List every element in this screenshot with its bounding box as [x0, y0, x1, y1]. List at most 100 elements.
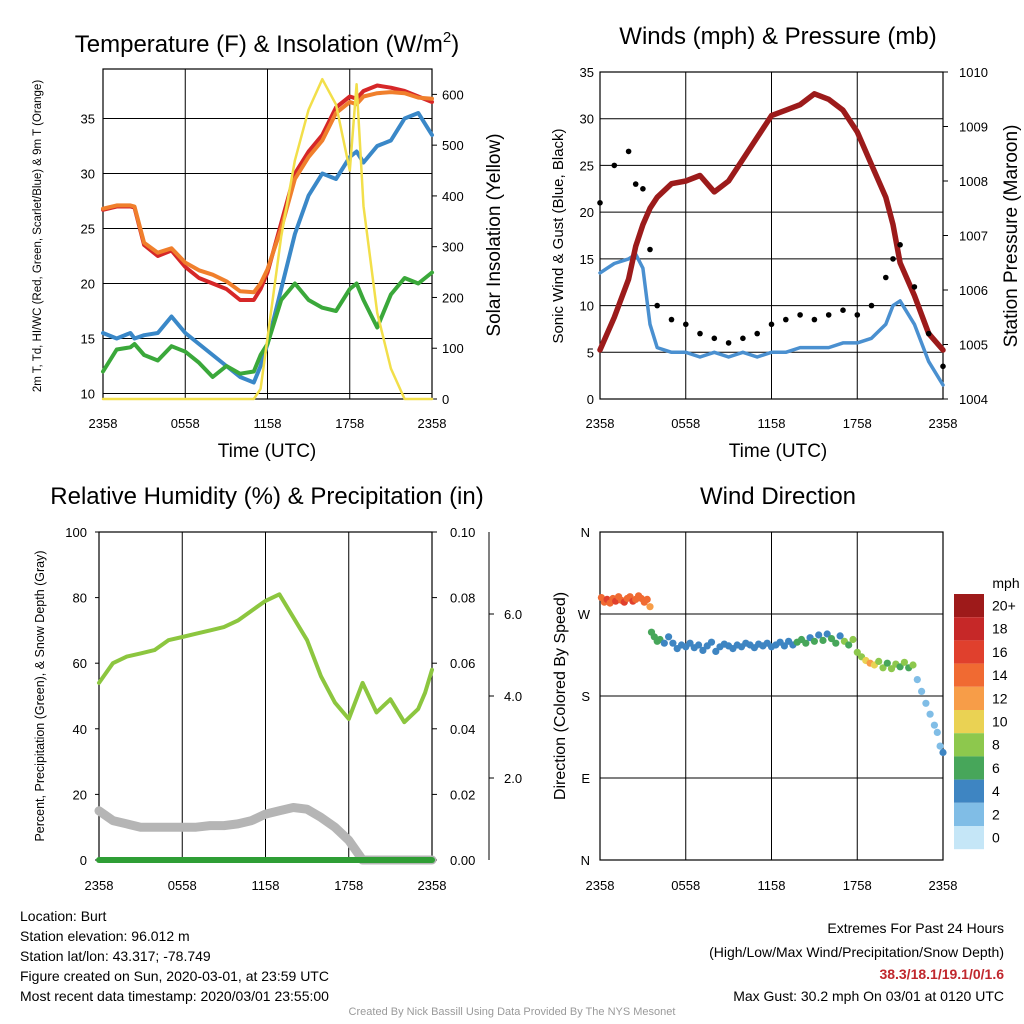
- wind-direction-point: [875, 657, 883, 666]
- colorbar-swatch: [954, 617, 984, 641]
- y-right-tick-label: 1010: [959, 65, 988, 80]
- y-tick-label: 25: [81, 222, 95, 237]
- colorbar-label: 18: [992, 621, 1008, 637]
- gust-point: [697, 330, 703, 337]
- colorbar-swatch: [954, 640, 984, 664]
- wind-direction-point: [936, 742, 944, 750]
- gust-point: [647, 246, 653, 253]
- gust-point: [868, 302, 875, 309]
- wind-direction-point: [896, 663, 904, 671]
- wind-direction-point: [849, 635, 857, 644]
- wind-direction-point: [810, 637, 819, 645]
- y-tick-label: 30: [81, 167, 95, 182]
- gust-point: [883, 274, 889, 281]
- gust-point: [597, 200, 603, 206]
- gust-point: [840, 307, 846, 314]
- y-right-tick-label: 1007: [959, 229, 988, 244]
- wind-direction-point: [836, 632, 844, 640]
- wind-direction-point: [933, 728, 941, 737]
- gust-point: [890, 256, 896, 262]
- gust-point: [740, 335, 746, 342]
- x-tick-label: 2358: [418, 416, 447, 431]
- y-tick-label: 20: [81, 277, 95, 292]
- y-tick-label: 20: [73, 787, 87, 802]
- wind-direction-point: [909, 661, 917, 669]
- y-tick-label: 80: [73, 591, 87, 606]
- y-right-axis-label: Solar Insolation (Yellow): [484, 133, 505, 336]
- gust-point: [925, 330, 932, 337]
- wind-direction-point: [660, 639, 668, 647]
- colorbar-label: 2: [992, 806, 1000, 822]
- y-tick-label: 20: [580, 205, 594, 220]
- colorbar-swatch: [954, 733, 984, 757]
- wind-direction-point: [922, 699, 930, 707]
- gust-point: [711, 335, 718, 342]
- y-right-tick-label: 500: [442, 138, 464, 153]
- y-right-tick-label: 1009: [959, 120, 988, 135]
- x-tick-label: 1158: [758, 878, 786, 893]
- y-tick-label: 5: [587, 345, 594, 360]
- 9m-t-line: [101, 90, 434, 295]
- y-right-tick-label: 200: [442, 290, 464, 305]
- y-tick-label: 0: [80, 853, 87, 868]
- colorbar-swatch: [954, 710, 984, 734]
- wind-direction-point: [918, 687, 926, 696]
- x-tick-label: 2358: [586, 416, 615, 431]
- wind-direction-point: [669, 639, 677, 647]
- y-right-tick-label: 0.04: [450, 722, 475, 737]
- x-tick-label: 0558: [168, 878, 197, 893]
- wind-direction-point: [780, 642, 789, 650]
- wind-direction-point: [686, 639, 694, 647]
- wind-direction-point: [930, 721, 939, 729]
- y-right-tick-label: 100: [442, 341, 464, 356]
- snow-depth-tick-label: 4.0: [504, 689, 522, 704]
- y-tick-label: N: [581, 853, 590, 868]
- colorbar-swatch: [954, 756, 984, 780]
- x-tick-label: 1758: [335, 416, 364, 431]
- wind-direction-point: [707, 638, 716, 646]
- x-tick-label: 2358: [929, 878, 958, 893]
- y-tick-label: E: [581, 771, 590, 786]
- y-tick-label: 60: [73, 656, 87, 671]
- y-axis-label: Sonic Wind & Gust (Blue, Black): [550, 128, 567, 343]
- wind-direction-point: [802, 639, 810, 647]
- y-right-tick-label: 1008: [959, 174, 988, 189]
- colorbar-label: 10: [992, 714, 1008, 730]
- wind-direction-point: [913, 676, 921, 684]
- gust-point: [754, 330, 760, 337]
- sonic-wind-line: [598, 252, 945, 387]
- wind-direction-point: [712, 647, 720, 656]
- wind-direction-point: [643, 595, 651, 604]
- extremes-values: 38.3/18.1/19.1/0/1.6: [879, 966, 1004, 982]
- wind-direction-point: [845, 641, 853, 649]
- y-right-tick-label: 1005: [959, 338, 988, 353]
- y-tick-label: 25: [580, 158, 594, 173]
- gust-point: [640, 186, 646, 192]
- colorbar-swatch: [954, 779, 984, 803]
- x-tick-label: 1158: [252, 878, 280, 893]
- y-right-tick-label: 600: [442, 87, 464, 102]
- colorbar-title: mph: [992, 575, 1019, 591]
- gust-point: [783, 316, 789, 323]
- td-line: [101, 270, 434, 379]
- y-tick-label: 100: [65, 525, 87, 540]
- y-tick-label: 10: [81, 387, 95, 402]
- wind-direction-point: [939, 748, 947, 757]
- colorbar-label: 12: [992, 690, 1008, 706]
- colorbar-label: 0: [992, 830, 1000, 846]
- footer-recent: Most recent data timestamp: 2020/03/01 2…: [20, 988, 329, 1004]
- x-tick-label: 2358: [418, 878, 447, 893]
- wind-direction-point: [823, 630, 831, 638]
- wind-direction-point: [819, 636, 827, 645]
- x-tick-label: 2358: [929, 416, 958, 431]
- y-tick-label: N: [581, 525, 590, 540]
- y-right-tick-label: 0.00: [450, 853, 475, 868]
- x-axis-label: Time (UTC): [729, 441, 828, 462]
- wind-direction-point: [926, 710, 934, 718]
- x-tick-label: 0558: [671, 878, 700, 893]
- y-axis-label: Direction (Colored By Speed): [552, 592, 569, 800]
- wind-direction-point: [879, 664, 887, 672]
- gust-point: [611, 162, 618, 169]
- y-tick-label: 35: [81, 112, 95, 127]
